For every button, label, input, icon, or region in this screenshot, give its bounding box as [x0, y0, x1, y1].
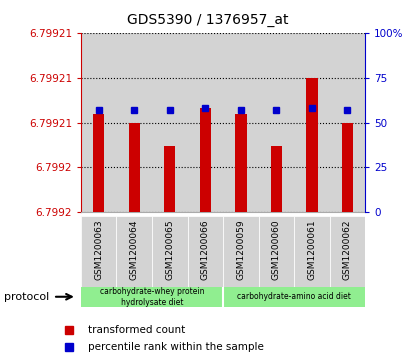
Bar [164, 146, 176, 212]
Text: carbohydrate-amino acid diet: carbohydrate-amino acid diet [237, 292, 351, 301]
Text: GSM1200059: GSM1200059 [236, 220, 245, 280]
Bar [188, 216, 223, 287]
Text: GSM1200062: GSM1200062 [343, 220, 352, 280]
Text: protocol: protocol [4, 292, 49, 302]
Bar [294, 216, 330, 287]
Bar [259, 33, 294, 212]
Text: percentile rank within the sample: percentile rank within the sample [88, 342, 264, 352]
Bar [271, 146, 282, 212]
Text: GDS5390 / 1376957_at: GDS5390 / 1376957_at [127, 13, 288, 27]
Bar [117, 33, 152, 212]
Bar [200, 107, 211, 212]
Bar [306, 78, 317, 212]
Bar [235, 114, 247, 212]
Text: GSM1200066: GSM1200066 [201, 220, 210, 280]
Bar [81, 216, 117, 287]
Bar [188, 33, 223, 212]
Text: carbohydrate-whey protein
hydrolysate diet: carbohydrate-whey protein hydrolysate di… [100, 287, 204, 307]
Text: GSM1200065: GSM1200065 [165, 220, 174, 280]
Bar [152, 33, 188, 212]
Bar [81, 287, 223, 307]
Bar [330, 33, 365, 212]
Bar [152, 216, 188, 287]
Bar [117, 216, 152, 287]
Bar [223, 33, 259, 212]
Bar [330, 216, 365, 287]
Bar [93, 114, 105, 212]
Bar [129, 122, 140, 212]
Bar [259, 216, 294, 287]
Text: GSM1200060: GSM1200060 [272, 220, 281, 280]
Bar [294, 33, 330, 212]
Bar [342, 122, 353, 212]
Text: GSM1200061: GSM1200061 [308, 220, 316, 280]
Text: GSM1200063: GSM1200063 [94, 220, 103, 280]
Bar [223, 216, 259, 287]
Text: GSM1200064: GSM1200064 [130, 220, 139, 280]
Bar [223, 287, 365, 307]
Text: transformed count: transformed count [88, 325, 185, 335]
Bar [81, 33, 117, 212]
